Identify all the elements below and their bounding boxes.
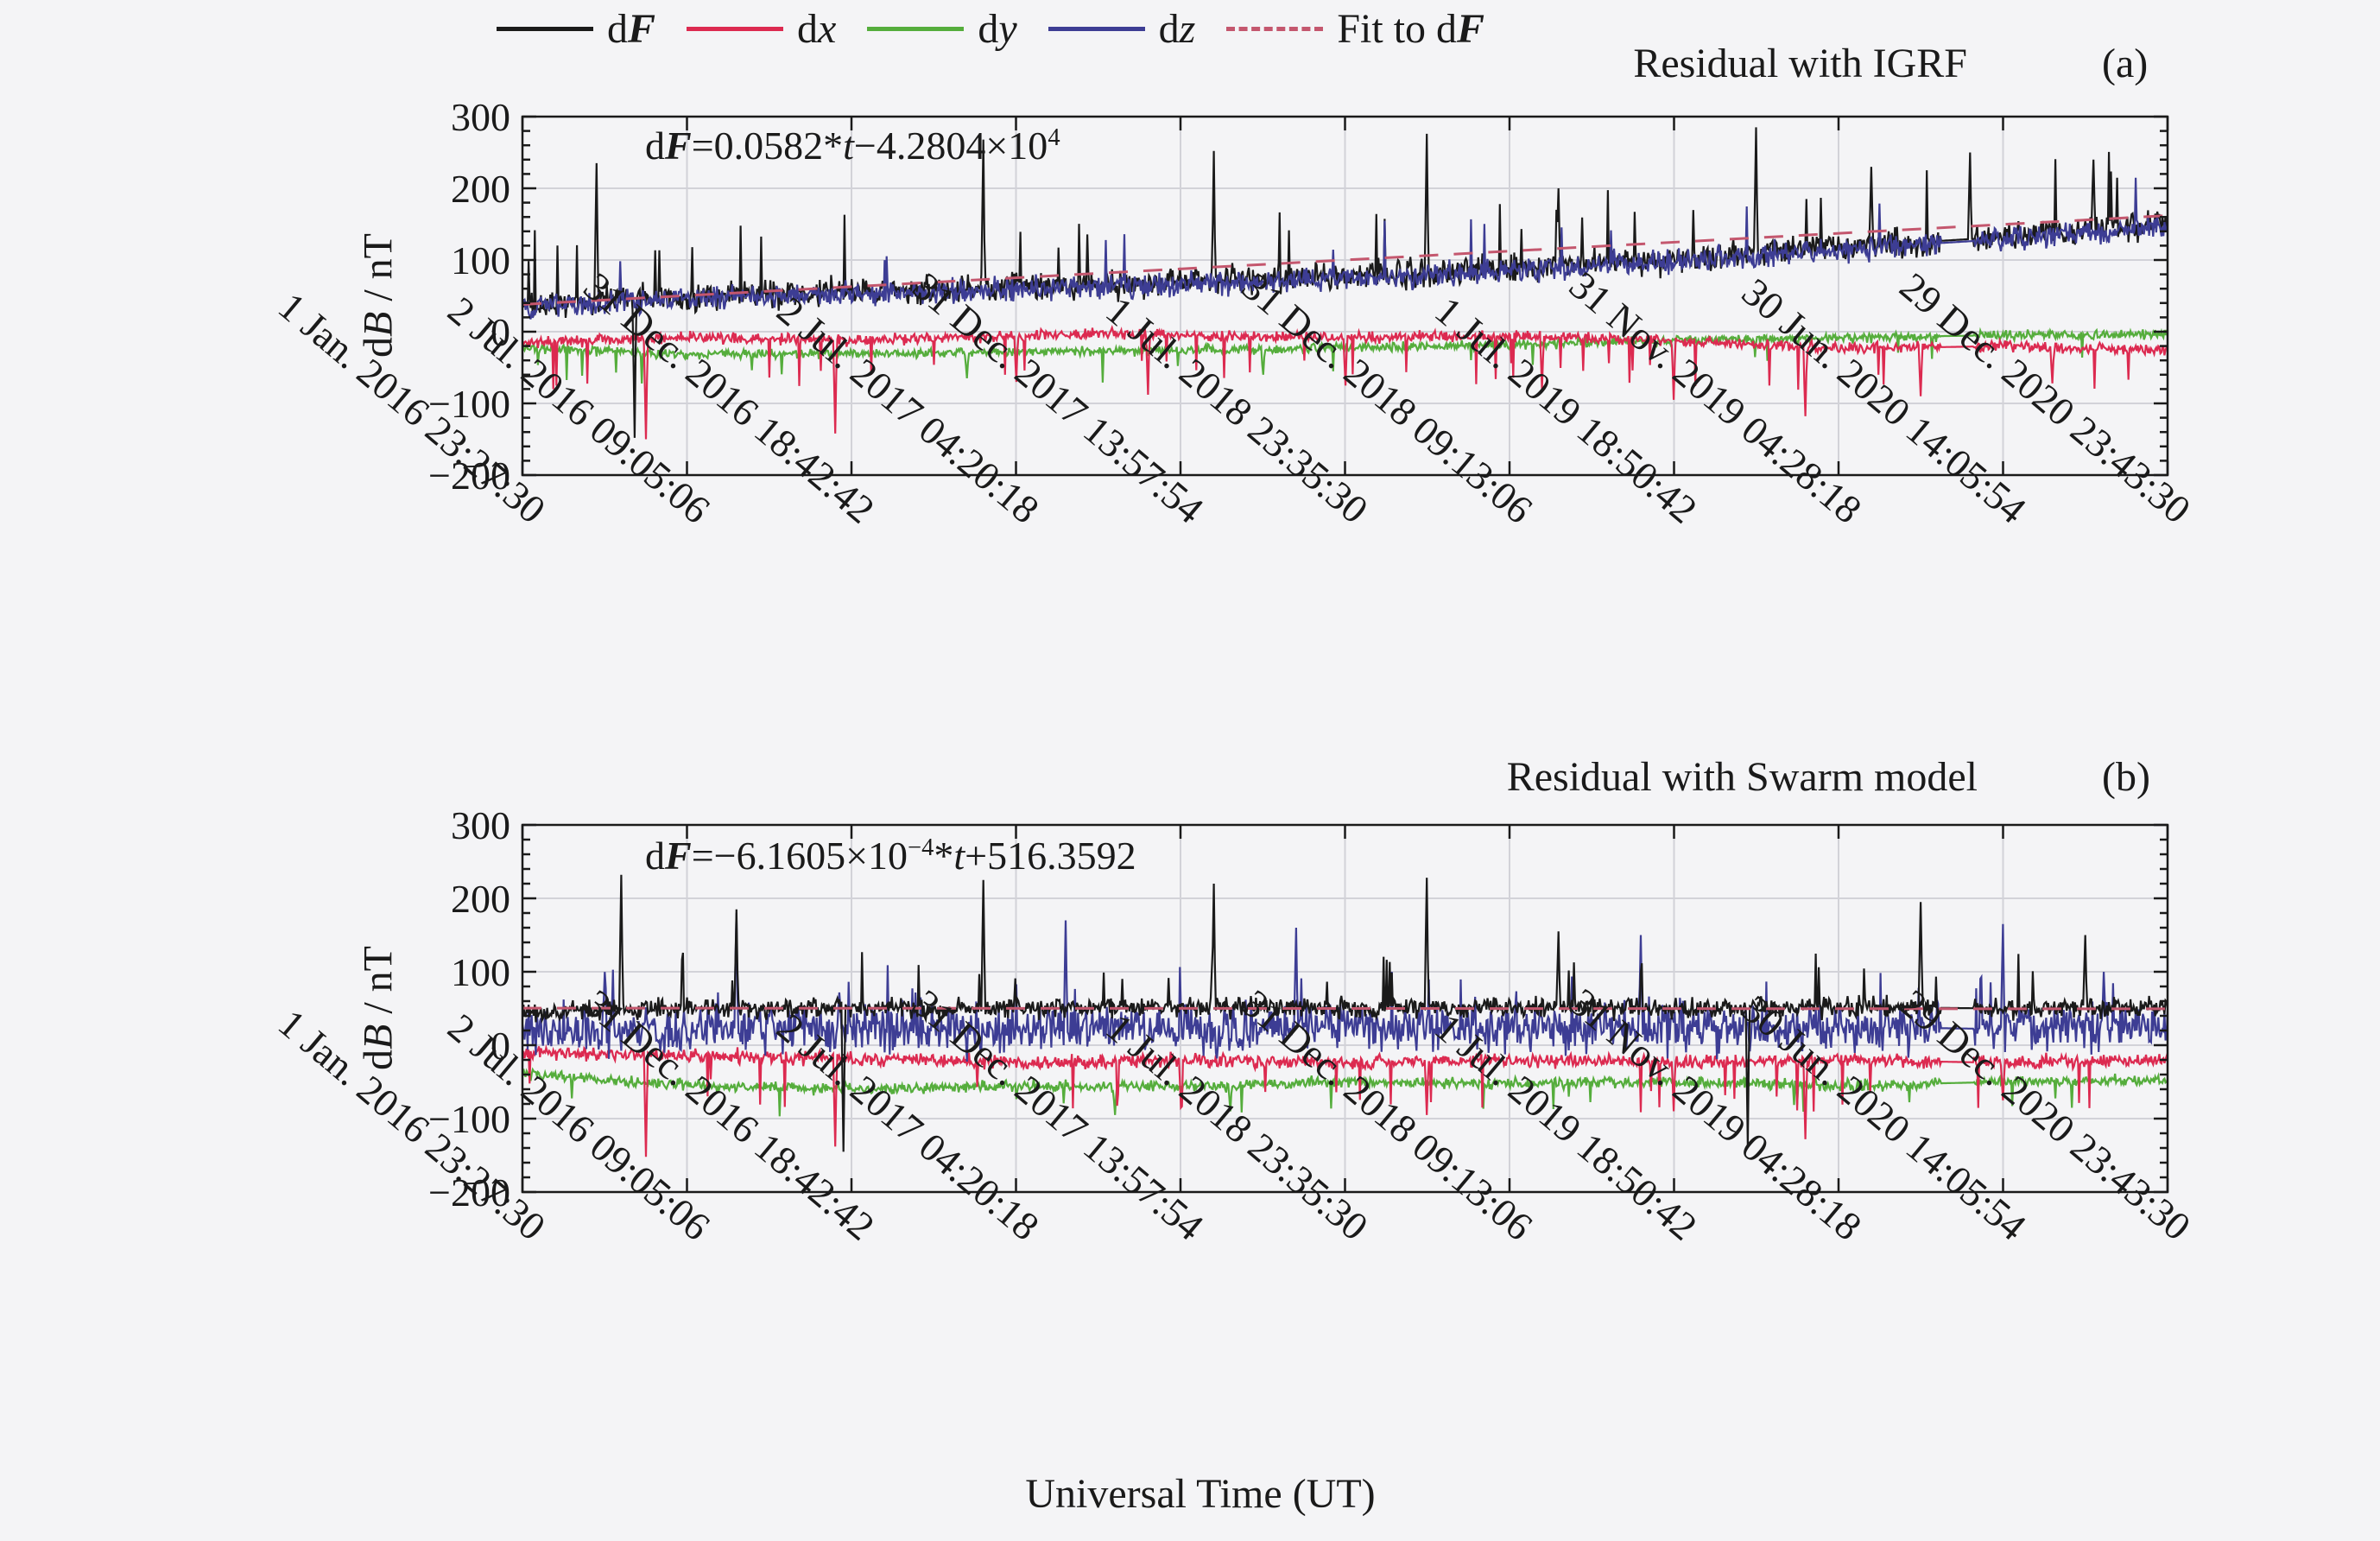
- legend-line-sample: [497, 27, 593, 31]
- legend-item-dz: dz: [1048, 5, 1196, 53]
- x-tick-label: 29 Dec. 2020 23:43:30: [1892, 264, 2200, 532]
- y-tick-label: 0: [491, 1024, 510, 1068]
- legend-line-sample: [687, 27, 784, 31]
- x-tick-label: 31 Dec. 2018 09:13:06: [1234, 981, 1541, 1249]
- legend-label: Fit to dF: [1337, 5, 1484, 53]
- panel-b-title: Residual with Swarm model: [1506, 754, 1978, 800]
- x-tick-label: 31 Dec. 2017 13:57:54: [905, 264, 1212, 532]
- text-segment: x: [818, 6, 837, 52]
- text-segment: B: [355, 311, 402, 337]
- x-tick-label: 31 Nov. 2019 04:28:18: [1561, 263, 1870, 531]
- text-segment: F: [1457, 6, 1485, 52]
- legend: dF dx dy dz Fit to dF: [497, 5, 1484, 53]
- text-segment: d: [355, 1049, 402, 1070]
- text-segment: F: [628, 6, 656, 52]
- text-segment: −4.2804×10: [853, 124, 1048, 168]
- text-segment: y: [998, 6, 1017, 52]
- text-segment: d: [645, 124, 665, 168]
- text-segment: d: [797, 6, 819, 52]
- text-segment: d: [978, 6, 999, 52]
- text-segment: / nT: [355, 233, 402, 312]
- y-axis-label-b: dB / nT: [355, 946, 402, 1070]
- panel-a-title: Residual with IGRF: [1633, 41, 1967, 86]
- legend-line-sample: [1226, 27, 1324, 31]
- y-tick-label: 300: [451, 95, 510, 139]
- text-segment: F: [665, 834, 692, 878]
- text-segment: t: [843, 124, 854, 168]
- series-dF: [522, 874, 2168, 1152]
- text-segment: 4: [1048, 124, 1060, 152]
- panel-b-equation: dF=−6.1605×10−4*t+516.3592: [645, 833, 1136, 878]
- x-tick-label: 1 Jan. 2016 23:27:30: [270, 1001, 554, 1249]
- legend-item-dF: dF: [497, 5, 655, 53]
- x-tick-label: 31 Nov. 2019 04:28:18: [1561, 980, 1870, 1248]
- legend-line-sample: [1048, 27, 1145, 31]
- legend-label: dy: [978, 5, 1016, 53]
- text-segment: −6.1605×10: [713, 834, 908, 878]
- series-dx: [522, 1043, 2168, 1157]
- text-segment: =: [691, 834, 714, 878]
- panel-a-equation: dF=0.0582*t−4.2804×104: [645, 123, 1060, 168]
- y-tick-label: −100: [428, 1097, 510, 1141]
- text-segment: z: [1179, 6, 1196, 52]
- x-tick-label: 31 Dec. 2018 09:13:06: [1234, 264, 1541, 532]
- text-segment: t: [953, 834, 965, 878]
- legend-line-sample: [867, 27, 965, 31]
- legend-item-fit: Fit to dF: [1226, 5, 1484, 53]
- y-tick-label: 200: [451, 877, 510, 921]
- x-tick-label: 30 Jun. 2020 14:05:54: [1734, 270, 2035, 532]
- series-dx: [522, 324, 2168, 440]
- legend-item-dx: dx: [687, 5, 836, 53]
- text-segment: F: [665, 124, 692, 168]
- y-tick-label: 100: [451, 238, 510, 282]
- text-segment: d: [645, 834, 665, 878]
- text-segment: 0.0582*: [713, 124, 844, 168]
- y-tick-label: 0: [491, 310, 510, 354]
- panel-a-corner-label: (a): [2102, 41, 2149, 86]
- y-tick-label: −200: [428, 453, 510, 498]
- series-dy: [522, 1067, 2168, 1117]
- y-tick-label: 200: [451, 167, 510, 211]
- text-segment: *: [934, 834, 954, 878]
- text-segment: −4: [908, 834, 934, 862]
- legend-label: dz: [1159, 5, 1196, 53]
- series-dz: [522, 177, 2168, 320]
- legend-label: dF: [607, 5, 655, 53]
- text-segment: Fit to d: [1337, 6, 1458, 52]
- y-tick-label: −200: [428, 1170, 510, 1214]
- y-tick-label: 300: [451, 803, 510, 847]
- panel-b-corner-label: (b): [2102, 754, 2150, 800]
- x-tick-label: 1 Jan. 2016 23:27:30: [270, 284, 554, 532]
- text-segment: d: [607, 6, 628, 52]
- y-tick-label: −100: [428, 382, 510, 426]
- legend-label: dx: [797, 5, 836, 53]
- text-segment: d: [355, 336, 402, 358]
- x-axis-label: Universal Time (UT): [1025, 1471, 1376, 1517]
- text-segment: =: [691, 124, 714, 168]
- text-segment: +516.3592: [965, 834, 1136, 878]
- y-tick-label: 100: [451, 950, 510, 994]
- series-dy: [522, 327, 2168, 384]
- text-segment: / nT: [355, 946, 402, 1024]
- text-segment: B: [355, 1024, 402, 1050]
- legend-item-dy: dy: [867, 5, 1017, 53]
- text-segment: d: [1158, 6, 1180, 52]
- y-axis-label-a: dB / nT: [355, 233, 402, 358]
